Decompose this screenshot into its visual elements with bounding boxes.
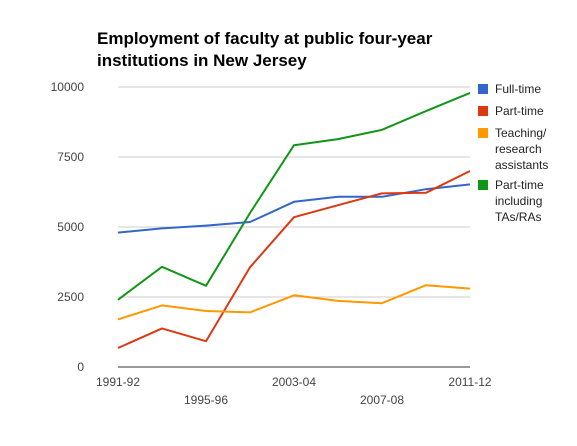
- series-line-full-time: [117, 183, 471, 234]
- legend-swatch: [478, 106, 488, 116]
- legend-label: Part-time: [495, 178, 544, 192]
- series-lines: [117, 91, 471, 349]
- series-line-part-time-including-tas-ras: [117, 91, 471, 301]
- legend-label: Full-time: [495, 82, 541, 96]
- y-tick-label: 0: [77, 360, 84, 374]
- x-tick-label: 1995-96: [184, 393, 228, 407]
- chart-title: Employment of faculty at public four-yea…: [97, 29, 433, 70]
- x-axis-tick-labels: 1991-92 1995-96 2003-04 2007-08 2011-12: [96, 375, 492, 407]
- legend-swatch: [478, 128, 488, 138]
- legend-label: assistants: [495, 158, 548, 172]
- chart-title-line: institutions in New Jersey: [97, 51, 307, 70]
- legend-label: TAs/RAs: [495, 210, 541, 224]
- series-line-teaching-research-assistants: [117, 284, 471, 321]
- y-tick-label: 2500: [57, 290, 84, 304]
- y-axis-tick-labels: 0 2500 5000 7500 10000: [51, 80, 85, 374]
- legend-label: including: [495, 194, 542, 208]
- y-tick-label: 7500: [57, 150, 84, 164]
- y-tick-label: 10000: [51, 80, 85, 94]
- legend-swatch: [478, 84, 488, 94]
- x-tick-label: 2011-12: [448, 375, 491, 389]
- series-line-part-time: [117, 170, 471, 349]
- legend: Full-time Part-time Teaching/research assis…: [478, 82, 548, 224]
- x-tick-label: 2007-08: [360, 393, 404, 407]
- legend-label: Part-time: [495, 104, 544, 118]
- x-tick-label: 2003-04: [272, 375, 316, 389]
- x-tick-label: 1991-92: [96, 375, 140, 389]
- chart-title-line: Employment of faculty at public four-yea…: [97, 29, 433, 48]
- legend-swatch: [478, 180, 488, 190]
- legend-label: research: [495, 142, 542, 156]
- y-tick-label: 5000: [57, 220, 84, 234]
- legend-label: Teaching/: [495, 126, 547, 140]
